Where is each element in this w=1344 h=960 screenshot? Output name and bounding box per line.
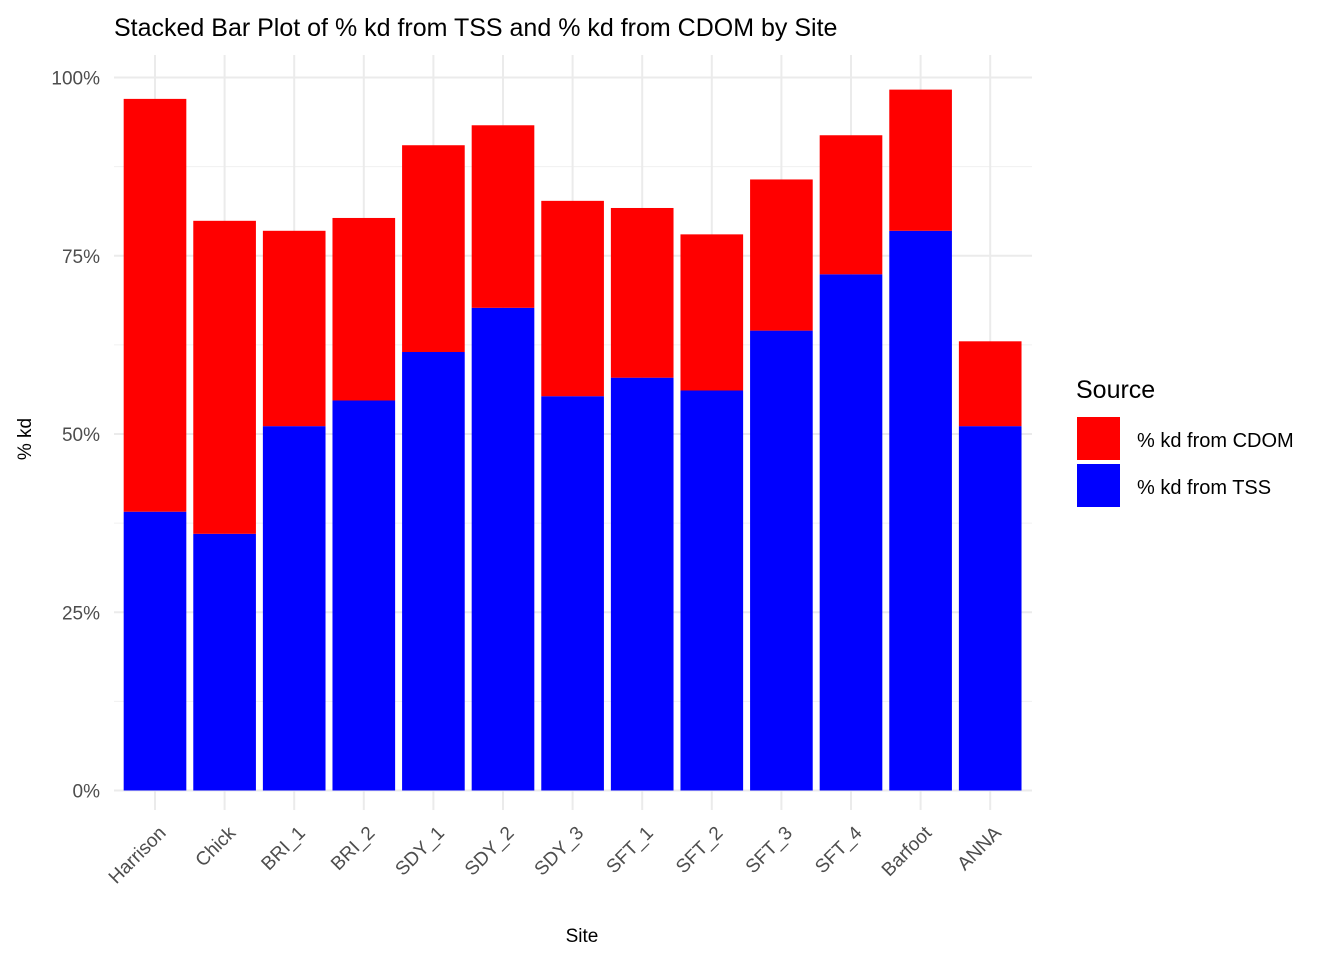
x-tick-label: Harrison [105,823,171,889]
y-tick-label: 100% [51,69,100,90]
legend-key [1077,417,1120,460]
bar-SFT_4-cdom [819,135,883,275]
bar-ANNA-tss [958,426,1022,791]
bar-SDY_2-tss [471,307,535,791]
bar-SFT_4-tss [819,274,883,791]
bar-Chick-cdom [193,220,256,534]
x-tick-label: SFT_1 [603,823,658,878]
y-tick-label: 25% [62,603,100,624]
bar-Harrison-tss [123,511,187,791]
x-tick-label: BRI_2 [327,823,379,875]
y-axis-label: % kd [15,418,36,460]
bar-BRI_1-tss [262,426,326,791]
bar-SFT_3-cdom [750,179,813,331]
bar-SFT_3-tss [750,330,813,791]
bar-BRI_2-tss [332,400,396,791]
legend-label: % kd from CDOM [1137,430,1294,452]
bar-SFT_1-cdom [610,207,674,378]
bar-SFT_2-tss [680,390,744,791]
bar-SDY_1-tss [402,352,465,791]
bar-SDY_2-cdom [471,125,535,308]
bar-Harrison-cdom [123,98,187,512]
x-tick-label: SFT_2 [672,823,727,878]
x-tick-label: SDY_3 [531,823,588,880]
bar-SDY_3-tss [541,396,604,791]
legend-title: Source [1076,376,1155,404]
bar-Chick-tss [193,533,256,791]
x-tick-label: Chick [192,822,241,871]
bar-ANNA-cdom [958,341,1022,427]
bar-Barfoot-tss [889,230,952,791]
legend: Source % kd from CDOM % kd from TSS [1076,376,1294,507]
bar-BRI_2-cdom [332,217,396,401]
x-axis-ticks: Harrison Chick BRI_1 BRI_2 SDY_1 SDY_2 SDY_3 SF… [105,822,1006,888]
bar-SDY_3-cdom [541,200,604,397]
bar-SFT_2-cdom [680,234,744,391]
x-tick-label: SDY_2 [461,823,518,880]
x-tick-label: Barfoot [878,822,937,881]
x-tick-label: BRI_1 [258,823,310,875]
x-tick-label: SDY_1 [392,823,449,880]
bar-Barfoot-cdom [889,89,952,231]
bars [123,89,1022,791]
x-tick-label: SFT_3 [742,823,797,878]
y-tick-label: 0% [73,782,101,803]
bar-SFT_1-tss [610,377,674,791]
bar-BRI_1-cdom [262,230,326,427]
chart-title: Stacked Bar Plot of % kd from TSS and % … [114,14,837,42]
legend-label: % kd from TSS [1137,477,1271,499]
x-tick-label: SFT_4 [811,822,866,877]
y-tick-label: 75% [62,247,100,268]
bar-SDY_1-cdom [402,145,465,353]
x-tick-label: ANNA [954,822,1006,874]
x-axis-label: Site [566,926,599,947]
y-tick-label: 50% [62,425,100,446]
legend-key [1077,464,1120,507]
y-axis-ticks: 0% 25% 50% 75% 100% [51,69,100,803]
